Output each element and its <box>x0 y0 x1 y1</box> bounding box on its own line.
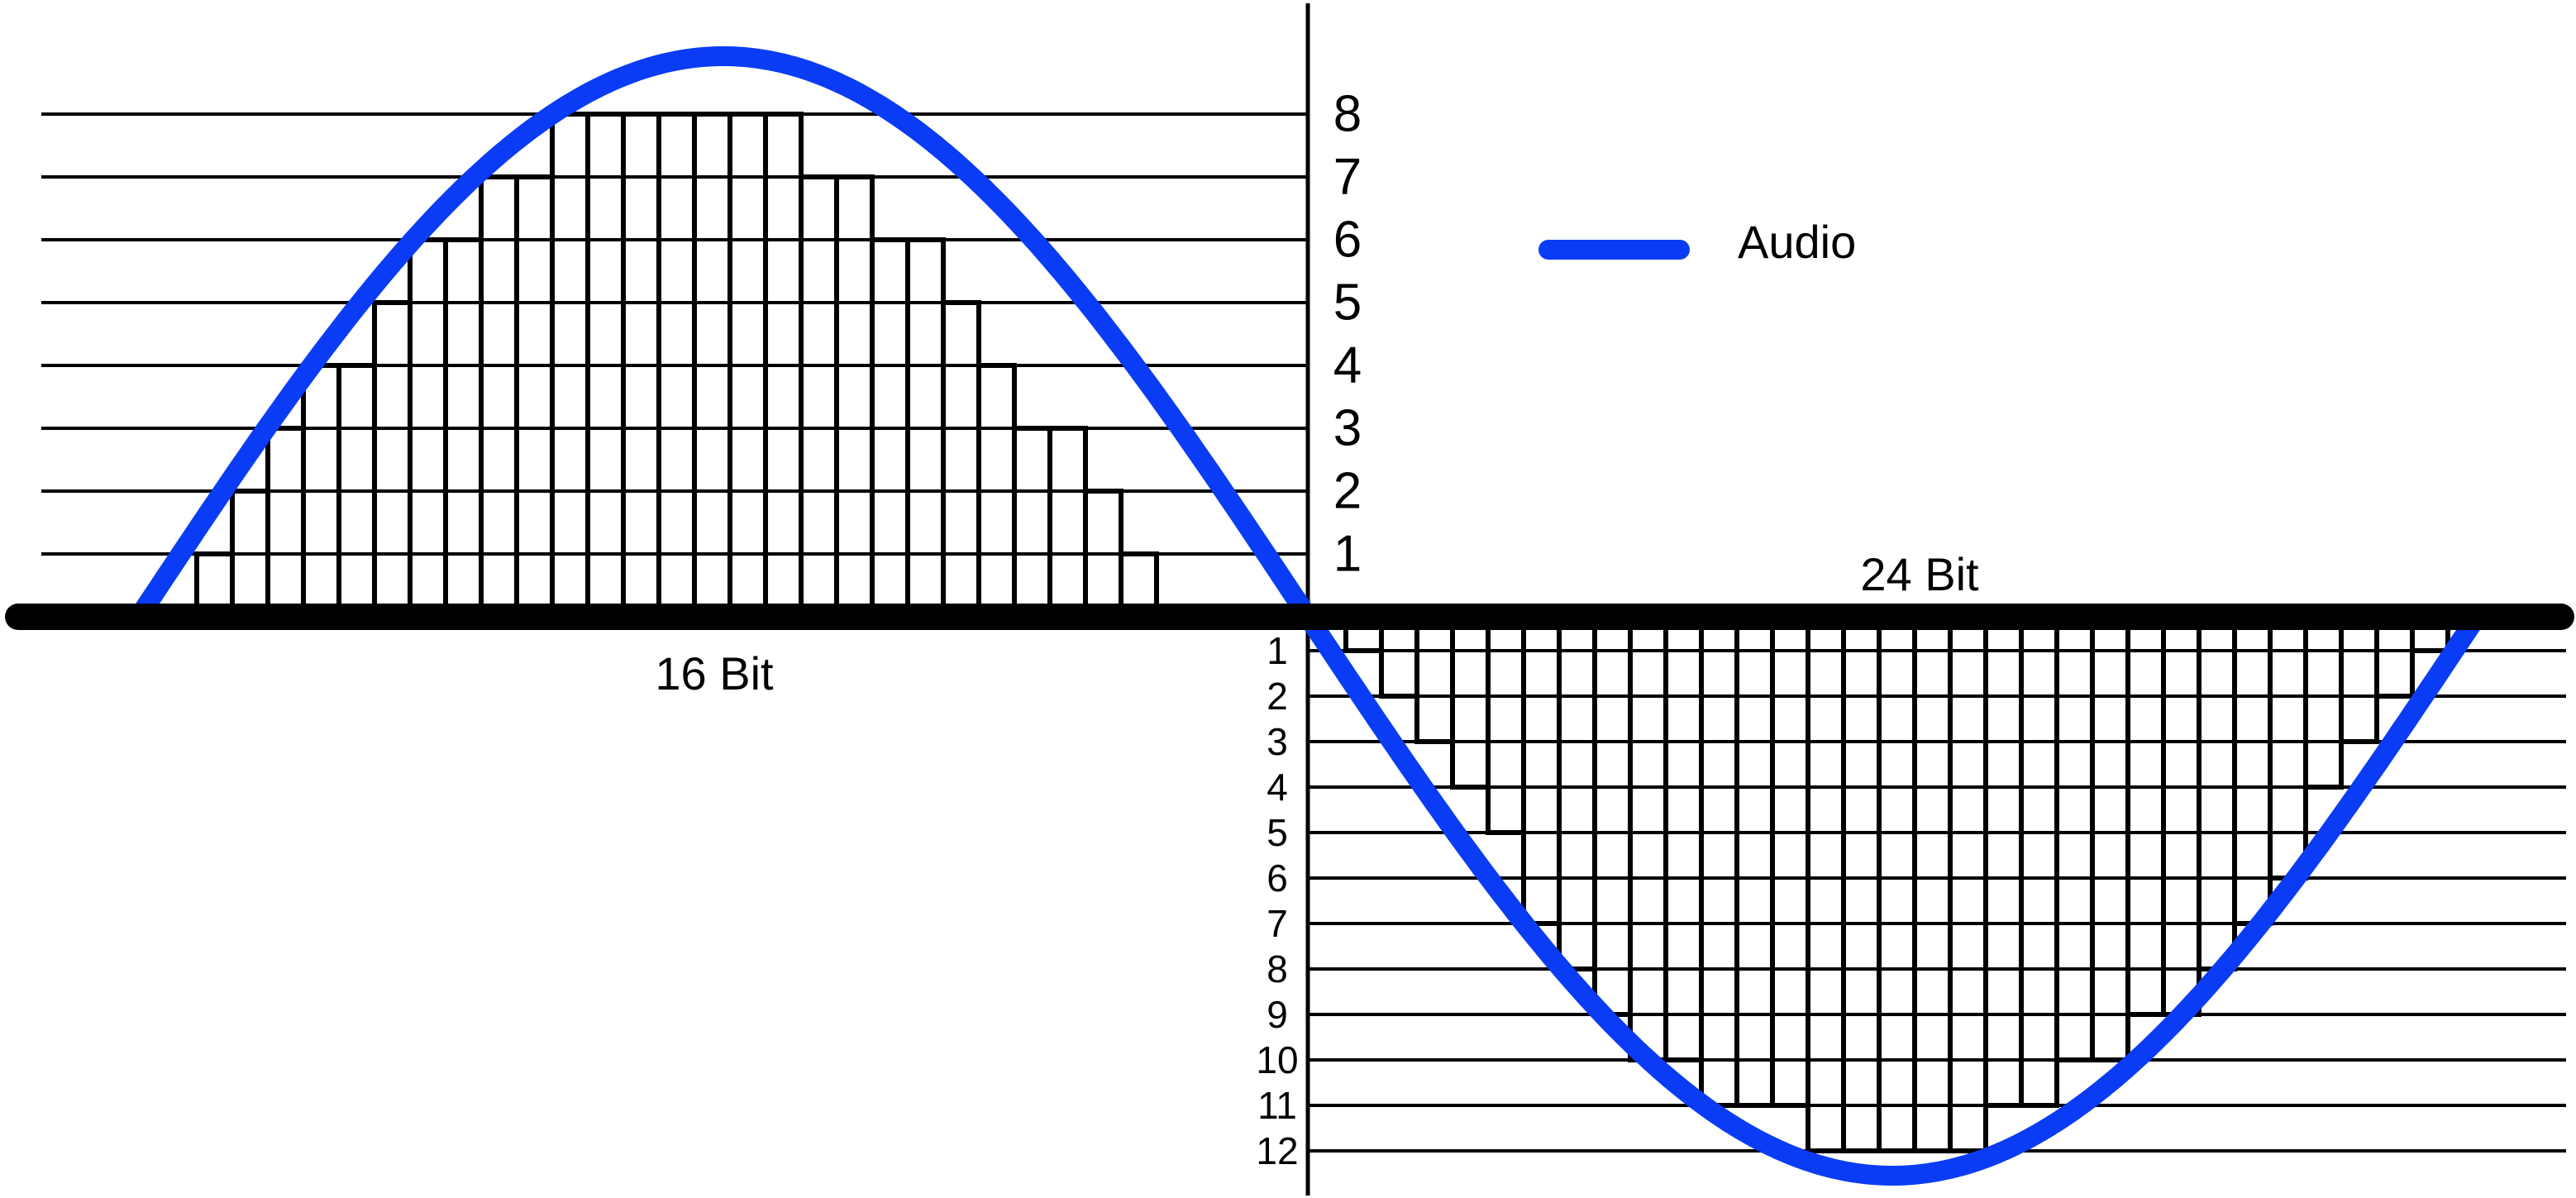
upper-level-label: 8 <box>1333 86 1362 143</box>
upper-sample-bar <box>941 300 981 619</box>
lower-sample-bar <box>2268 614 2308 881</box>
lower-sample-bar <box>2339 614 2379 744</box>
lower-sample-bar <box>1414 614 1455 744</box>
upper-sample-bar <box>514 174 555 619</box>
lower-sample-bar <box>1663 614 1704 1062</box>
lower-level-label: 6 <box>1267 857 1288 900</box>
lower-sample-bar <box>1770 614 1810 1108</box>
upper-sample-bar <box>799 174 839 619</box>
lower-level-label: 12 <box>1256 1129 1298 1172</box>
lower-level-label: 7 <box>1267 902 1288 945</box>
lower-caption: 24 Bit <box>1860 548 1979 600</box>
upper-level-labels: 1 2 3 456 7 8 <box>1333 86 1362 583</box>
legend-audio-label: Audio <box>1738 216 1856 268</box>
upper-sample-bar <box>834 174 875 619</box>
upper-level-label: 7 <box>1333 149 1362 206</box>
upper-sample-bar <box>1047 426 1088 619</box>
upper-sample-bar <box>265 426 306 619</box>
lower-level-label: 4 <box>1267 766 1288 809</box>
lower-level-label: 11 <box>1257 1084 1297 1127</box>
upper-sample-bar <box>372 300 413 619</box>
lower-sample-bar <box>2303 614 2344 790</box>
upper-level-label: 4 <box>1333 337 1362 394</box>
upper-caption: 16 Bit <box>655 647 774 699</box>
lower-sample-bar <box>1734 614 1775 1108</box>
lower-level-label: 8 <box>1267 947 1288 990</box>
lower-sample-bar <box>2197 614 2237 971</box>
lower-sample-bar <box>2054 614 2095 1062</box>
upper-sample-bar <box>479 174 519 619</box>
lower-level-label: 1 <box>1267 629 1288 672</box>
lower-sample-bar <box>1592 614 1633 1017</box>
lower-quantization-levels <box>1308 649 2566 1153</box>
lower-sample-bar <box>2019 614 2059 1108</box>
upper-level-label: 2 <box>1333 463 1362 520</box>
lower-sample-bar <box>1450 614 1491 790</box>
upper-level-label: 1 <box>1333 526 1362 583</box>
lower-sample-bar <box>2161 614 2202 1017</box>
lower-level-label: 10 <box>1256 1038 1298 1081</box>
upper-level-label: 5 <box>1333 274 1362 332</box>
lower-level-label: 9 <box>1267 993 1288 1036</box>
legend: Audio <box>1538 216 1856 268</box>
lower-level-label: 5 <box>1267 811 1288 854</box>
upper-sample-bar <box>1012 426 1052 619</box>
upper-level-label: 3 <box>1333 400 1362 457</box>
lower-sample-bar <box>1628 614 1668 1062</box>
upper-level-label: 6 <box>1333 212 1362 269</box>
lower-sample-bar <box>1557 614 1597 971</box>
lower-sample-bar <box>2125 614 2166 1017</box>
lower-sample-bar <box>1983 614 2024 1108</box>
lower-sample-bar <box>2090 614 2130 1062</box>
lower-level-label: 3 <box>1267 720 1288 763</box>
lower-level-label: 2 <box>1267 675 1288 718</box>
lower-sample-bar <box>1699 614 1739 1108</box>
